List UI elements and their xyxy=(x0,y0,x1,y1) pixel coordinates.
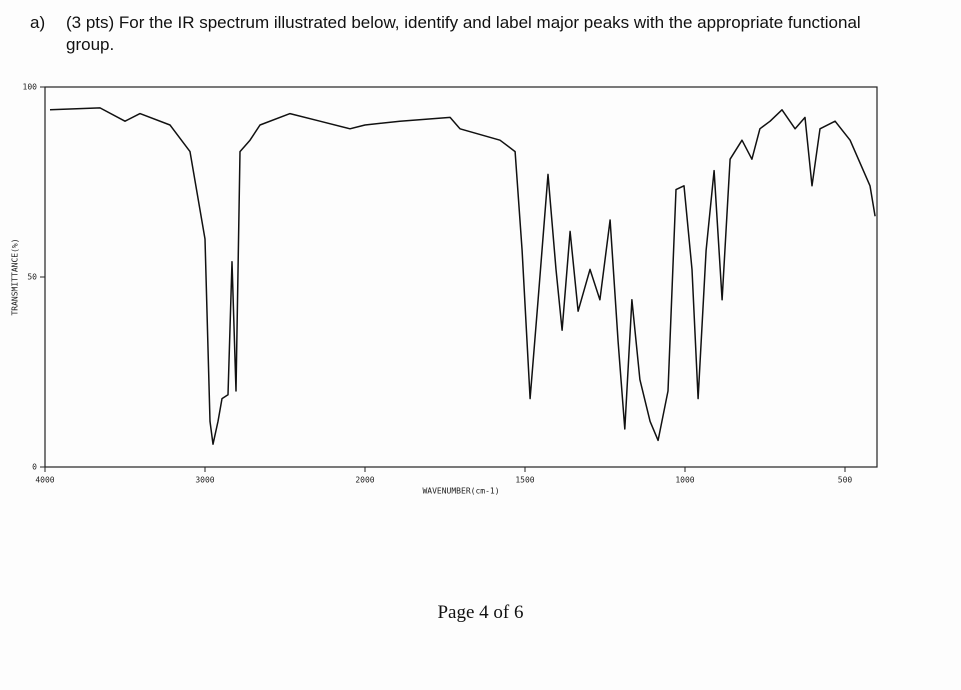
plot-frame xyxy=(44,86,878,468)
question-label: a) xyxy=(30,13,46,32)
y-tick-label: 50 xyxy=(27,273,37,282)
y-axis-label: TRANSMITTANCE(%) xyxy=(11,238,20,315)
x-tick-label: 1500 xyxy=(515,476,534,485)
page-number: Page 4 of 6 xyxy=(437,602,524,623)
chart: 0 50 100 4000 3000 2000 1500 1000 500 WAVENUMBER(… xyxy=(11,83,878,496)
y-tick-label: 100 xyxy=(23,83,38,92)
question: a) (3 pts) For the IR spectrum illustrat… xyxy=(30,12,910,56)
question-text: (3 pts) For the IR spectrum illustrated … xyxy=(66,13,861,54)
x-tick-label: 4000 xyxy=(35,476,54,485)
x-tick-label: 2000 xyxy=(355,476,374,485)
x-tick-label: 500 xyxy=(838,476,853,485)
x-tick-label: 3000 xyxy=(195,476,214,485)
spectrum-line xyxy=(49,107,876,445)
y-tick-label: 0 xyxy=(32,463,37,472)
x-tick-label: 1000 xyxy=(675,476,694,485)
x-axis-label: WAVENUMBER(cm-1) xyxy=(422,487,499,496)
